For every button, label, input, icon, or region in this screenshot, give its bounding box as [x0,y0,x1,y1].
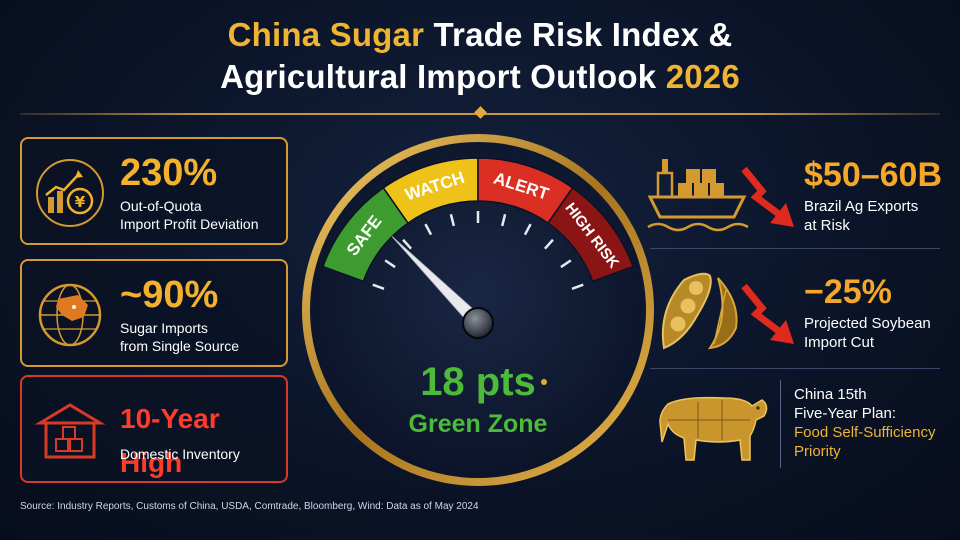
metric-value: −25% [804,273,892,311]
metric-label-line: Brazil Ag Exports [804,198,919,215]
plan-priority-line: Priority [794,443,841,460]
gauge-tick [560,259,572,269]
five-year-plan: China 15th Five-Year Plan: Food Self-Suf… [794,385,954,461]
gauge-tick [571,283,584,290]
warehouse-icon [34,403,106,459]
metric-label-line: at Risk [804,217,850,234]
plan-priority-line: Food Self-Sufficiency [794,424,936,441]
title-text: Agricultural Import Outlook [220,58,657,95]
gauge-tick [402,238,413,250]
title-line-1: China Sugar Trade Risk Index & [0,14,960,56]
metric-label-line: Sugar Imports [120,320,208,336]
plan-title-line: Five-Year Plan: [794,405,896,422]
gauge-tick [523,223,532,236]
gauge-hub [462,307,494,339]
metric-label: Projected Soybean Import Cut [804,314,944,352]
title-year: 2026 [665,58,740,95]
gauge-dot [541,379,547,385]
metric-label-line: Out-of-Quota [120,198,202,214]
metric-label-line: Import Profit Deviation [120,216,259,232]
metric-label: Out-of-Quota Import Profit Deviation [120,197,288,233]
metric-label-line: from Single Source [120,338,240,354]
soybean-pod-icon [661,272,738,350]
gauge-tick [500,214,507,227]
title-highlight: China Sugar [227,16,425,53]
section-divider [650,248,940,249]
chart-yuan-icon: ¥ [36,159,104,227]
metric-label: Brazil Ag Exports at Risk [804,197,944,235]
gauge-zone-high-risk [546,186,635,283]
section-divider [650,368,940,369]
metric-label-line: Import Cut [804,334,875,351]
trend-down-arrow-icon [741,166,794,227]
metric-value: 230% [120,152,218,194]
metric-value: 10-Year High [120,403,220,478]
plan-title-line: China 15th [794,386,867,403]
page-title: China Sugar Trade Risk Index & Agricultu… [0,14,960,98]
cattle-icon [659,396,768,461]
plan-accent-bar [780,380,781,468]
right-item-soybean-cut: −25% Projected Soybean Import Cut [644,262,944,372]
gauge-tick [449,214,456,227]
gauge-tick [372,283,385,290]
metric-value: $50–60B [804,156,943,194]
gauge-ticks [372,211,584,290]
gauge-tick [384,259,396,269]
globe-icon [38,283,102,347]
divider-diamond-icon [474,106,487,119]
gauge-tick [424,223,433,236]
metric-card-single-source: ~90% Sugar Imports from Single Source [20,259,288,367]
gauge-zones [321,157,635,283]
metric-label-line: Domestic Inventory [120,446,240,462]
trend-down-arrow-icon [741,283,794,344]
metric-value: ~90% [120,274,219,316]
cargo-ship-icon [647,159,749,232]
gauge-tick [543,238,554,250]
title-line-2: Agricultural Import Outlook 2026 [0,56,960,98]
right-item-brazil-exports: $50–60B Brazil Ag Exports at Risk [644,145,944,255]
svg-text:¥: ¥ [75,193,86,211]
gauge-value: 18 pts [420,360,536,404]
metric-card-inventory: 10-Year High Domestic Inventory [20,375,288,483]
title-text: Trade Risk Index & [433,16,733,53]
source-footnote: Source: Industry Reports, Customs of Chi… [20,501,479,512]
gauge-zone-text: Green Zone [409,410,548,438]
metric-label: Sugar Imports from Single Source [120,319,288,355]
metric-label-line: Projected Soybean [804,315,931,332]
metric-label: Domestic Inventory [120,445,288,463]
metric-card-profit-deviation: ¥ 230% Out-of-Quota Import Profit Deviat… [20,137,288,245]
